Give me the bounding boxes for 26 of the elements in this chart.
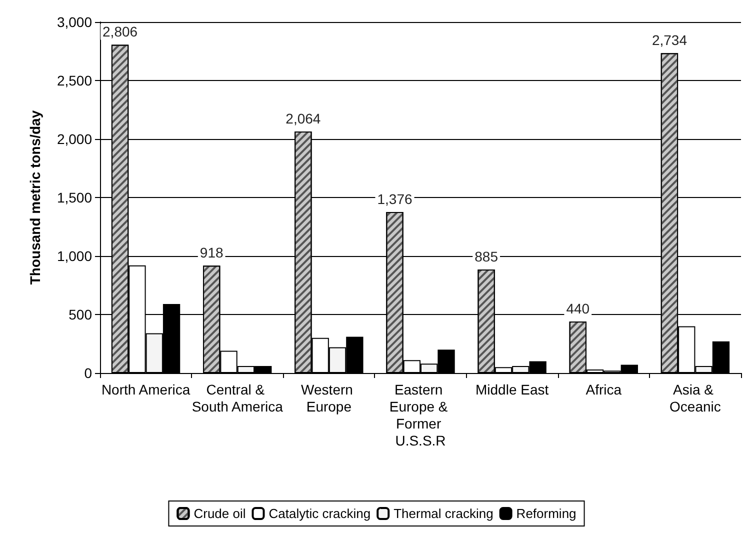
data-label: 440 <box>566 300 590 317</box>
y-tick-label: 500 <box>68 306 92 322</box>
y-tick-label: 1,500 <box>56 190 92 206</box>
data-label: 1,376 <box>377 191 412 208</box>
y-tick-label: 1,000 <box>56 248 92 264</box>
x-tick-label: Asia & Oceanic <box>670 382 721 414</box>
legend-label: Crude oil <box>194 506 246 521</box>
x-tick-label: Western Europe <box>301 382 357 414</box>
y-axis-title: Thousand metric tons/day <box>27 110 43 285</box>
legend-label: Thermal cracking <box>394 506 494 521</box>
y-tick-label: 3,000 <box>56 14 92 30</box>
x-tick-label: Central & South America <box>192 382 284 414</box>
y-tick-label: 2,500 <box>56 72 92 88</box>
x-tick-label: Middle East <box>475 382 549 398</box>
data-label: 885 <box>474 248 498 264</box>
y-tick-label: 2,000 <box>56 131 92 147</box>
data-label: 2,806 <box>102 24 138 40</box>
x-tick-label: Eastern Europe & Former U.S.S.R <box>389 382 452 448</box>
legend-label: Reforming <box>516 506 576 521</box>
x-tick-label: North America <box>101 382 190 398</box>
data-label: 2,734 <box>652 32 688 48</box>
data-label: 2,064 <box>286 110 321 127</box>
y-tick-label: 0 <box>84 365 92 381</box>
x-tick-label: Africa <box>586 382 622 398</box>
legend-label: Catalytic cracking <box>268 506 371 521</box>
data-label: 918 <box>200 244 224 261</box>
